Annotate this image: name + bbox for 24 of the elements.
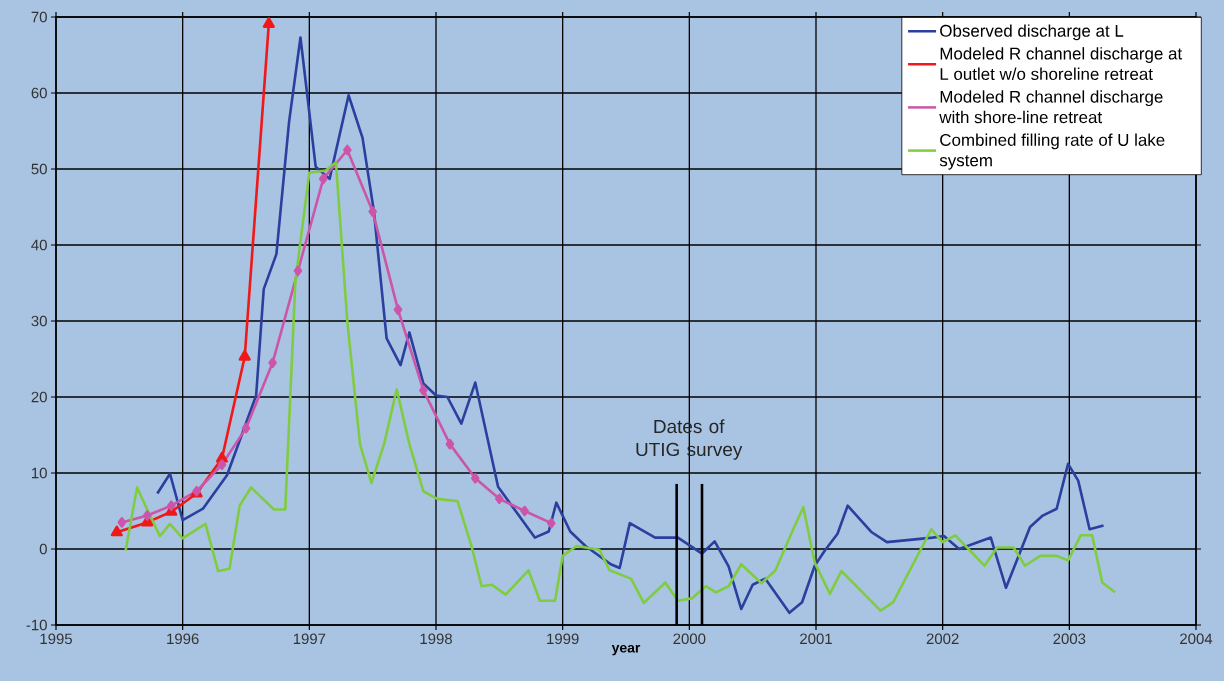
x-tick-label: 2003 [1053, 633, 1086, 645]
y-tick-label: -10 [26, 619, 47, 631]
y-tick-label: 60 [31, 87, 47, 99]
legend-label: Observed discharge at L [940, 24, 1124, 41]
y-tick-label: 70 [31, 11, 47, 23]
x-tick-label: 1997 [293, 633, 326, 645]
x-axis-title: year [611, 644, 641, 656]
x-tick-label: 2004 [1180, 633, 1213, 645]
legend-label: Modeled R channel discharge with shore-line retreat [939, 90, 1163, 124]
x-tick-label: 1996 [167, 633, 199, 645]
x-tick-label: 1999 [547, 633, 579, 645]
y-tick-label: 20 [31, 391, 47, 403]
x-tick-label: 2001 [800, 633, 832, 645]
legend-label: Combined filling rate of U lake system [939, 133, 1165, 170]
y-tick-label: 40 [31, 239, 47, 251]
y-tick-label: 0 [39, 543, 47, 555]
y-tick-label: 50 [31, 163, 47, 175]
y-tick-label: 10 [32, 467, 47, 479]
y-tick-label: 30 [31, 315, 47, 327]
x-tick-label: 1998 [420, 633, 452, 645]
x-tick-label: 1995 [40, 633, 72, 645]
legend-label: Modeled R channel discharge at L outlet w/o shoreline retreat [940, 47, 1183, 81]
x-tick-label: 2002 [926, 633, 959, 645]
x-tick-label: 2000 [673, 633, 706, 645]
